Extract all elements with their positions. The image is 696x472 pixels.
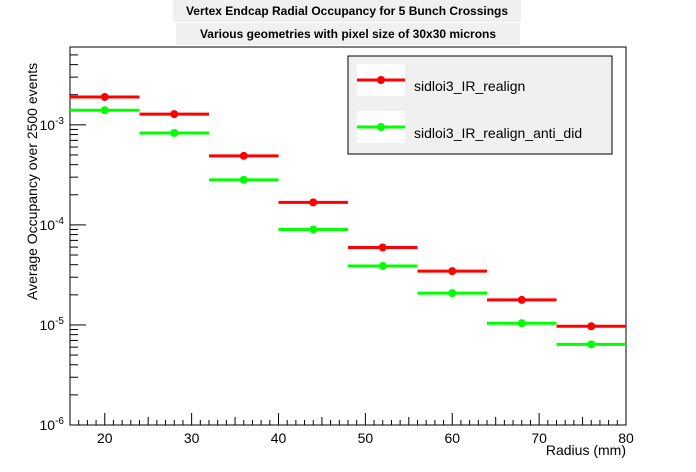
y-axis: 10-6 10-5 10-4 10-3 (40, 46, 86, 433)
chart-title: Vertex Endcap Radial Occupancy for 5 Bun… (173, 0, 521, 22)
y-tick-label: 10-6 (40, 416, 65, 433)
legend-label-realign: sidloi3_IR_realign (414, 78, 525, 94)
y-tick-label: 10-5 (40, 316, 65, 333)
x-tick-label: 60 (444, 430, 460, 446)
x-tick-label: 30 (184, 430, 200, 446)
data-point (517, 295, 526, 304)
data-point (587, 322, 596, 331)
data-point (378, 243, 387, 252)
series-layer (70, 92, 626, 349)
data-point (100, 92, 109, 101)
x-tick-label: 20 (97, 430, 113, 446)
x-axis: 20 30 40 50 60 70 80 (69, 413, 634, 446)
x-tick-label: 70 (531, 430, 547, 446)
data-point (309, 198, 318, 207)
x-tick-label: 80 (618, 430, 634, 446)
y-tick-label: 10-4 (40, 216, 65, 233)
data-point (517, 319, 526, 328)
x-tick-label: 50 (358, 430, 374, 446)
data-point (448, 289, 457, 298)
data-point (309, 225, 318, 234)
x-axis-title: Radius (mm) (546, 442, 626, 458)
data-point (239, 151, 248, 160)
y-axis-title: Average Occupancy over 2500 events (24, 63, 40, 300)
data-point (587, 340, 596, 349)
data-point (100, 106, 109, 115)
data-point (378, 262, 387, 271)
legend-label-anti-did: sidloi3_IR_realign_anti_did (414, 125, 582, 141)
legend-dot-anti-did (377, 123, 385, 131)
data-point (239, 175, 248, 184)
y-tick-label: 10-3 (40, 116, 65, 133)
x-tick-label: 40 (271, 430, 287, 446)
chart-subtitle: Various geometries with pixel size of 30… (176, 23, 520, 45)
data-point (170, 110, 179, 119)
series-1 (70, 106, 626, 349)
series-0 (70, 92, 626, 331)
legend: sidloi3_IR_realign sidloi3_IR_realign_an… (347, 55, 613, 155)
legend-dot-realign (377, 76, 385, 84)
data-point (170, 128, 179, 137)
data-point (448, 267, 457, 276)
